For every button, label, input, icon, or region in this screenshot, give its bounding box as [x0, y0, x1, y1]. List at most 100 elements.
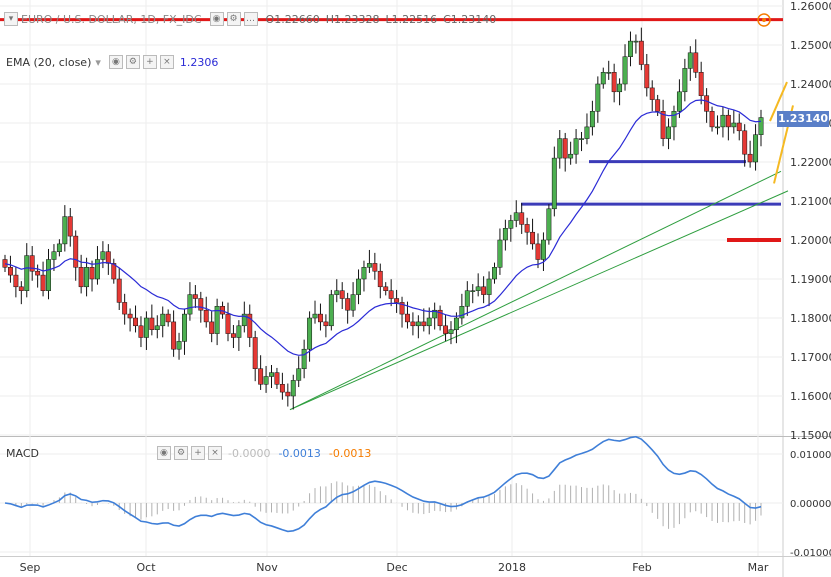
candle-body: [475, 286, 481, 291]
candle-body: [704, 95, 710, 112]
candle-body: [225, 313, 231, 334]
candle-body: [356, 278, 361, 295]
eye-icon[interactable]: ◉: [108, 55, 123, 69]
candle-body: [660, 111, 666, 139]
level-settings-icon[interactable]: [757, 13, 771, 27]
macd-label: MACD: [6, 446, 39, 460]
y-tick-label: 1.24000: [790, 78, 831, 91]
y-tick-label: 1.20000: [790, 234, 831, 247]
candle-body: [230, 333, 236, 338]
candle-body: [366, 263, 372, 268]
candle-body: [176, 341, 182, 350]
candle-body: [154, 325, 160, 330]
candle-body: [497, 239, 503, 268]
candle-body: [464, 290, 470, 307]
candle-body: [437, 309, 443, 327]
candle-body: [7, 267, 13, 276]
y-tick-label: 1.22000: [790, 156, 831, 169]
projection-line-yellow-1[interactable]: [769, 81, 788, 122]
macd-tick-label: -0.01000: [790, 548, 831, 559]
candle-body: [127, 313, 133, 319]
candle-body: [617, 83, 623, 93]
x-tick-label: Feb: [632, 561, 651, 574]
x-tick-label: Sep: [20, 561, 41, 574]
settings-icon[interactable]: ⚙: [173, 446, 188, 460]
candle-body: [307, 317, 313, 350]
settings-icon[interactable]: ⚙: [226, 12, 241, 26]
candle-body: [105, 251, 111, 264]
candle-body: [426, 317, 432, 327]
settings-icon[interactable]: ⚙: [125, 55, 140, 69]
candle-body: [312, 313, 318, 319]
header-row: ▾ EURO / U.S. DOLLAR, 1D, FX_IDC ◉ ⚙ … O…: [4, 12, 496, 26]
close-icon[interactable]: ×: [207, 446, 222, 460]
candle-body: [606, 72, 612, 74]
candle-body: [562, 138, 568, 159]
candle-body: [67, 216, 73, 237]
eye-icon[interactable]: ◉: [156, 446, 171, 460]
trendline-green-upper[interactable]: [289, 170, 782, 411]
candle-body: [252, 337, 258, 369]
candle-body: [258, 368, 264, 385]
eye-icon[interactable]: ◉: [209, 12, 224, 26]
candle-body: [502, 228, 508, 241]
symbol-title: EURO / U.S. DOLLAR, 1D, FX_IDC: [21, 12, 202, 26]
y-tick-label: 1.26000: [790, 0, 831, 13]
candle-body: [600, 72, 606, 85]
candle-body: [709, 111, 715, 128]
candle-body: [203, 309, 209, 323]
candle-body: [573, 138, 579, 155]
candle-body: [415, 321, 421, 327]
candle-body: [160, 313, 166, 327]
candle-body: [187, 294, 193, 315]
candle-body: [345, 298, 351, 311]
candle-body: [236, 325, 242, 338]
y-tick-label: 1.15000: [790, 429, 831, 442]
candle-body: [530, 231, 536, 245]
close-icon[interactable]: ×: [159, 55, 174, 69]
candle-body: [394, 298, 400, 303]
y-tick-label: 1.18000: [790, 312, 831, 325]
add-icon[interactable]: +: [142, 55, 157, 69]
ema-value: 1.2306: [179, 55, 219, 69]
trendline-green-lower[interactable]: [289, 190, 789, 411]
add-icon[interactable]: +: [190, 446, 205, 460]
candle-body: [698, 72, 704, 96]
candle-body: [138, 325, 144, 338]
toggle-icon[interactable]: ▾: [4, 12, 18, 26]
ohlc-high: H1.23328: [325, 12, 380, 26]
candle-body: [513, 212, 519, 221]
ema-dropdown-icon[interactable]: ▾: [95, 55, 101, 69]
more-icon[interactable]: …: [243, 12, 258, 26]
candle-body: [649, 87, 655, 100]
x-tick-label: Oct: [136, 561, 156, 574]
candle-body: [165, 313, 171, 323]
candle-body: [274, 372, 280, 385]
candle-body: [24, 255, 30, 291]
macd-value-3: -0.0013: [328, 446, 372, 460]
candle-body: [95, 259, 100, 280]
candle-body: [182, 313, 187, 342]
candle-body: [143, 317, 149, 338]
candle-body: [720, 114, 726, 128]
y-tick-label: 1.17000: [790, 351, 831, 364]
candle-body: [377, 270, 383, 288]
candle-body: [644, 64, 650, 89]
candle-body: [524, 224, 530, 233]
candle-body: [269, 372, 274, 377]
candle-body: [209, 321, 215, 334]
x-tick-label: Dec: [386, 561, 407, 574]
candle-body: [29, 255, 35, 272]
candle-body: [149, 317, 155, 330]
candle-body: [470, 290, 476, 292]
candle-body: [339, 290, 345, 299]
candle-body: [568, 153, 574, 159]
candle-body: [519, 212, 525, 225]
candle-body: [448, 329, 454, 334]
candle-body: [62, 216, 68, 245]
candle-body: [481, 286, 487, 295]
candle-body: [486, 278, 492, 295]
macd-tick-label: 0.01000: [790, 450, 831, 461]
